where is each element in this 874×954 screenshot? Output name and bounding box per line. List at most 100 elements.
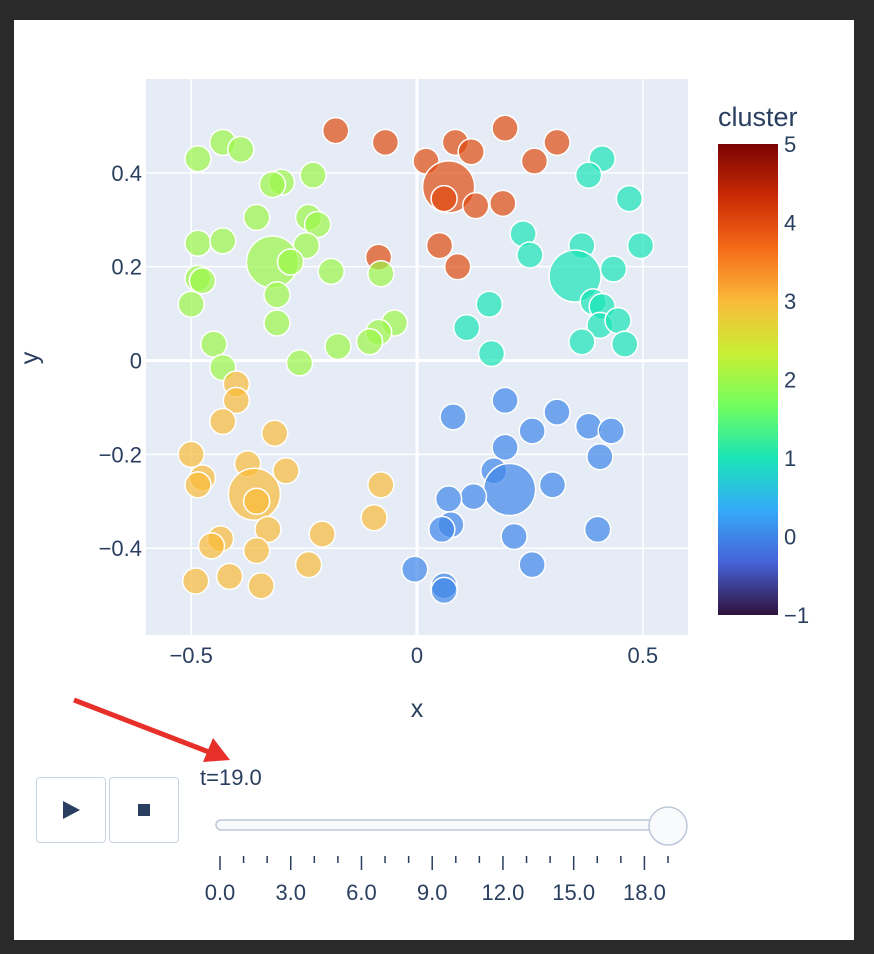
scatter-point xyxy=(242,487,271,516)
scatter-point xyxy=(371,128,400,157)
play-icon xyxy=(63,801,80,819)
scatter-point xyxy=(215,562,244,591)
scatter-point xyxy=(430,184,458,213)
stop-icon xyxy=(138,804,150,816)
scatter-point xyxy=(188,267,217,295)
scatter-point xyxy=(184,145,212,173)
colorbar-tick-label: 4 xyxy=(784,211,796,236)
scatter-point xyxy=(491,433,519,462)
scatter-point xyxy=(360,503,388,532)
y-tick-label: −0.4 xyxy=(99,536,142,561)
scatter-point xyxy=(276,248,305,276)
y-tick-label: 0.4 xyxy=(111,161,142,186)
colorbar-tick-label: 1 xyxy=(784,446,796,471)
slider-track[interactable] xyxy=(215,819,667,831)
colorbar-tick-label: 2 xyxy=(784,368,796,393)
y-tick-label: −0.2 xyxy=(99,442,142,467)
scatter-point xyxy=(518,550,546,579)
scatter-point xyxy=(443,252,472,281)
scatter-point xyxy=(574,412,603,440)
slider-step-label: 15.0 xyxy=(552,880,595,905)
current-frame-label: t=19.0 xyxy=(200,765,262,790)
colorbar-title: cluster xyxy=(718,102,798,132)
scatter-point xyxy=(543,398,571,426)
annotation-arrow xyxy=(73,697,230,762)
y-tick-labels: −0.4 −0.2 0 0.2 0.4 xyxy=(99,161,142,561)
scatter-point xyxy=(430,576,458,605)
colorbar xyxy=(718,144,778,615)
scatter-point xyxy=(317,257,345,286)
time-slider[interactable] xyxy=(215,806,688,846)
colorbar-tick-labels: −1 0 1 2 3 4 5 xyxy=(784,132,809,628)
scatter-point xyxy=(520,147,549,175)
scatter-point xyxy=(518,417,546,445)
play-button[interactable] xyxy=(36,777,106,843)
scatter-point xyxy=(586,442,614,471)
scatter-point xyxy=(500,522,528,551)
scatter-point xyxy=(184,471,212,499)
colorbar-tick-label: 3 xyxy=(784,289,796,314)
scatter-point xyxy=(355,328,384,356)
scatter-point xyxy=(181,567,210,595)
scatter-point xyxy=(285,349,314,377)
scatter-point xyxy=(209,407,237,436)
scatter-point xyxy=(538,471,567,499)
stop-button[interactable] xyxy=(109,777,179,843)
slider-step-label: 18.0 xyxy=(623,880,666,905)
scatter-point xyxy=(475,290,504,318)
scatter-point xyxy=(258,170,287,199)
x-tick-labels: −0.5 0 0.5 xyxy=(169,643,658,668)
scatter-point xyxy=(597,417,625,445)
scatter-point xyxy=(197,532,226,560)
scatter-point xyxy=(321,116,350,145)
scatter-point xyxy=(294,550,323,579)
scatter-point xyxy=(477,339,506,368)
scatter-point xyxy=(184,229,212,257)
scatter-point xyxy=(308,520,336,548)
scatter-point xyxy=(516,241,544,269)
colorbar-tick-label: −1 xyxy=(784,603,809,628)
y-tick-label: 0.2 xyxy=(111,255,142,280)
figure-card: −0.5 0 0.5 −0.4 −0.2 0 0.2 0.4 x y cluster −1 0… xyxy=(14,20,854,940)
slider-step-label: 12.0 xyxy=(482,880,525,905)
slider-step-label: 9.0 xyxy=(417,880,448,905)
scatter-point xyxy=(299,161,327,189)
scatter-point xyxy=(482,462,537,517)
scatter-point xyxy=(177,440,205,469)
scatter-point xyxy=(604,306,632,335)
scatter-point xyxy=(260,419,289,447)
scatter-point xyxy=(574,161,603,189)
scatter-point xyxy=(242,536,271,565)
x-tick-label: −0.5 xyxy=(169,643,212,668)
scatter-point xyxy=(200,330,228,358)
scatter-point xyxy=(177,290,205,318)
scatter-point xyxy=(242,203,271,232)
slider-step-label: 0.0 xyxy=(205,880,236,905)
scatter-point xyxy=(434,485,463,513)
scatter-point xyxy=(367,471,395,499)
scatter-point xyxy=(491,114,519,143)
scatter-point xyxy=(254,515,282,544)
scatter-point xyxy=(209,227,237,255)
slider-handle[interactable] xyxy=(648,806,688,846)
scatter-point xyxy=(452,313,481,342)
scatter-point xyxy=(367,259,395,288)
scatter-point xyxy=(548,249,602,303)
scatter-point xyxy=(222,386,251,415)
scatter-point xyxy=(461,191,490,220)
slider-step-label: 6.0 xyxy=(346,880,377,905)
y-tick-label: 0 xyxy=(130,349,142,374)
scatter-point xyxy=(428,515,456,544)
scatter-point xyxy=(425,231,454,260)
x-tick-label: 0 xyxy=(411,643,423,668)
slider-step-label: 3.0 xyxy=(275,880,306,905)
colorbar-tick-label: 0 xyxy=(784,525,796,550)
y-axis-title: y xyxy=(16,351,44,364)
scatter-point xyxy=(599,255,628,283)
scatter-point xyxy=(263,281,291,309)
scatter-point xyxy=(459,482,488,511)
scatter-point xyxy=(227,135,255,164)
scatter-point xyxy=(568,328,596,356)
x-tick-label: 0.5 xyxy=(628,643,659,668)
scatter-point xyxy=(400,555,429,584)
